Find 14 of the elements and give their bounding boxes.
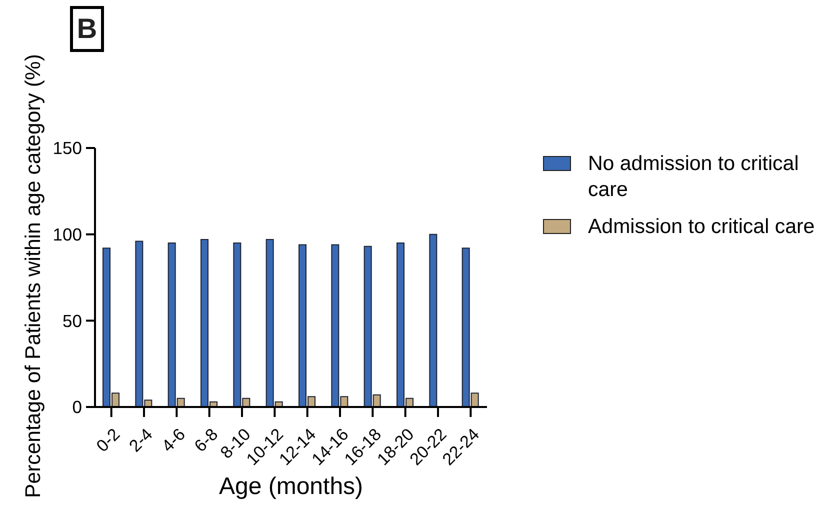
y-tick-label: 50 [62, 310, 82, 331]
x-tick-label: 0-2 [92, 424, 124, 456]
x-tick-label: 2-4 [126, 424, 156, 456]
x-axis-title: Age (months) [218, 472, 364, 502]
x-tick-label: 4-6 [158, 424, 189, 456]
y-tick-label: 150 [52, 138, 82, 158]
y-axis-title: Percentage of Patients within age category (%) [20, 54, 46, 498]
chart-title: B [70, 6, 104, 52]
y-tick-label: 0 [72, 397, 82, 418]
x-tick-label: 6-8 [190, 424, 222, 456]
legend-label: Admission to critical care [588, 214, 816, 240]
legend-label: No admission to critical care [588, 151, 800, 203]
y-tick-label: 100 [52, 224, 82, 245]
bar [429, 234, 438, 407]
